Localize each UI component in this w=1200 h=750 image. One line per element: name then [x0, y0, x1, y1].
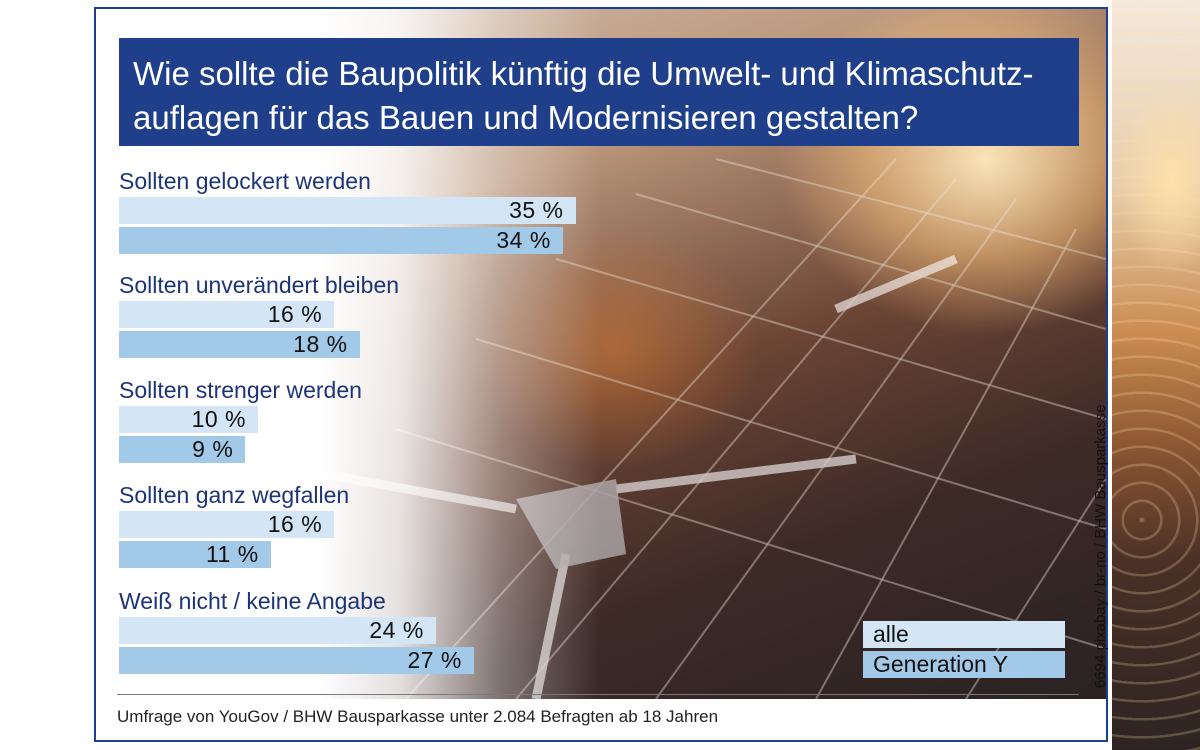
bar-alle: 35 %	[119, 197, 576, 224]
title-line-2: auflagen für das Bauen und Modernisieren…	[133, 99, 919, 136]
bar-generation-y: 18 %	[119, 331, 360, 358]
bar-value-label: 10 %	[191, 406, 246, 432]
bar-alle: 24 %	[119, 617, 436, 644]
bar-value-label: 27 %	[407, 647, 462, 673]
bar-alle: 16 %	[119, 301, 335, 328]
bar-value-label: 11 %	[205, 541, 259, 567]
category-label: Sollten gelockert werden	[119, 168, 371, 194]
bar-value-label: 35 %	[509, 197, 564, 223]
category-label: Sollten ganz wegfallen	[119, 482, 350, 508]
bar-value-label: 16 %	[267, 301, 323, 327]
category-label: Weiß nicht / keine Angabe	[119, 588, 386, 614]
background-photo-edge	[1112, 0, 1200, 750]
bar-generation-y: 34 %	[119, 227, 563, 254]
source-note: Umfrage von YouGov / BHW Bausparkasse un…	[117, 707, 719, 726]
bar-value-label: 18 %	[293, 331, 348, 357]
legend-item-generation-y: Generation Y	[863, 651, 1065, 678]
footer-divider	[117, 694, 1079, 695]
legend-item-alle: alle	[863, 621, 1065, 648]
bar-value-label: 16 %	[267, 511, 323, 537]
bar-value-label: 34 %	[496, 227, 551, 253]
chart-title: Wie sollte die Baupolitik künftig die Um…	[119, 38, 1079, 146]
bar-generation-y: 9 %	[119, 436, 246, 463]
bar-generation-y: 27 %	[119, 647, 474, 674]
image-credit: 6694 pixabay / br-no / BHW Bausparkasse	[1092, 404, 1109, 688]
bar-value-label: 9 %	[192, 436, 234, 462]
bar-generation-y: 11 %	[119, 541, 271, 568]
bar-alle: 16 %	[119, 511, 335, 538]
title-line-1: Wie sollte die Baupolitik künftig die Um…	[133, 55, 1034, 92]
category-label: Sollten strenger werden	[119, 377, 362, 403]
category-label: Sollten unverändert bleiben	[119, 272, 400, 298]
bar-value-label: 24 %	[369, 617, 424, 643]
bar-alle: 10 %	[119, 406, 258, 433]
